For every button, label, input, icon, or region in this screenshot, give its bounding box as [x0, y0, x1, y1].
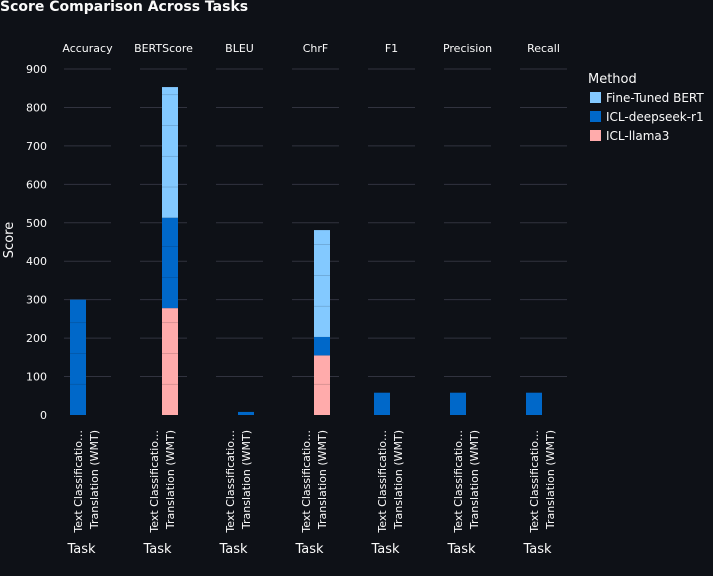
plot-area: 0 100 200 300 400 500 600 700 800 900 Accuracy Text… [26, 42, 567, 557]
facet-label: ChrF [303, 42, 329, 55]
y-tick-label: 100 [26, 371, 47, 384]
facet-label: Precision [443, 42, 492, 55]
x-tick-label: Text Classificatio… [148, 430, 161, 534]
y-tick-label: 600 [26, 178, 47, 191]
bar-fine-tuned-bert [314, 230, 330, 337]
bar-icl-deepseek-r1 [314, 336, 330, 356]
legend: Method Fine-Tuned BERT ICL-deepseek-r1 ICL… [588, 72, 704, 143]
bar-icl-deepseek-r1 [70, 299, 86, 415]
x-tick-label: Translation (WMT) [88, 430, 101, 530]
bar-icl-llama3 [314, 355, 330, 415]
legend-swatch [590, 130, 601, 141]
facet-label: BERTScore [134, 42, 193, 55]
x-tick-label: Text Classificatio… [224, 430, 237, 534]
legend-title: Method [588, 72, 637, 87]
x-tick-label: Text Classificatio… [72, 430, 85, 534]
x-tick-label: Text Classificatio… [528, 430, 541, 534]
x-tick-label: Text Classificatio… [376, 430, 389, 534]
legend-item-label: ICL-deepseek-r1 [606, 110, 704, 124]
x-axis-label: Task [522, 542, 552, 557]
x-tick-label: Translation (WMT) [240, 430, 253, 530]
x-axis-label: Task [66, 542, 96, 557]
legend-item-label: ICL-llama3 [606, 129, 669, 143]
x-tick-label: Translation (WMT) [316, 430, 329, 530]
facet-label: Recall [527, 42, 560, 55]
y-tick-label: 500 [26, 217, 47, 230]
x-tick-label: Translation (WMT) [392, 430, 405, 530]
x-tick-label: Text Classificatio… [452, 430, 465, 534]
y-tick-label: 700 [26, 140, 47, 153]
bar-icl-deepseek-r1 [450, 392, 466, 415]
bar-icl-deepseek-r1 [238, 411, 254, 415]
x-axis-label: Task [218, 542, 248, 557]
x-tick-label: Translation (WMT) [468, 430, 481, 530]
y-tick-label: 200 [26, 332, 47, 345]
x-tick-label: Text Classificatio… [300, 430, 313, 534]
bar-icl-llama3 [162, 308, 178, 415]
facet-label: Accuracy [62, 42, 113, 55]
bar-icl-deepseek-r1 [526, 392, 542, 415]
y-tick-label: 900 [26, 63, 47, 76]
y-axis-label: Score [2, 222, 17, 258]
bar-icl-deepseek-r1 [374, 392, 390, 415]
bar-fine-tuned-bert [162, 87, 178, 218]
facet-label: F1 [385, 42, 398, 55]
y-tick-label: 800 [26, 101, 47, 114]
y-tick-label: 300 [26, 294, 47, 307]
x-axis-label: Task [370, 542, 400, 557]
facet-label: BLEU [225, 42, 254, 55]
x-axis-label: Task [142, 542, 172, 557]
x-axis-label: Task [446, 542, 476, 557]
x-tick-label: Translation (WMT) [544, 430, 557, 530]
y-tick-label: 0 [40, 409, 47, 422]
x-axis-label: Task [294, 542, 324, 557]
legend-swatch [590, 92, 601, 103]
y-tick-label: 400 [26, 255, 47, 268]
legend-item-label: Fine-Tuned BERT [606, 91, 704, 105]
legend-swatch [590, 111, 601, 122]
chart-title: Score Comparison Across Tasks [0, 0, 249, 15]
bar-icl-deepseek-r1 [162, 217, 178, 309]
x-tick-label: Translation (WMT) [164, 430, 177, 530]
